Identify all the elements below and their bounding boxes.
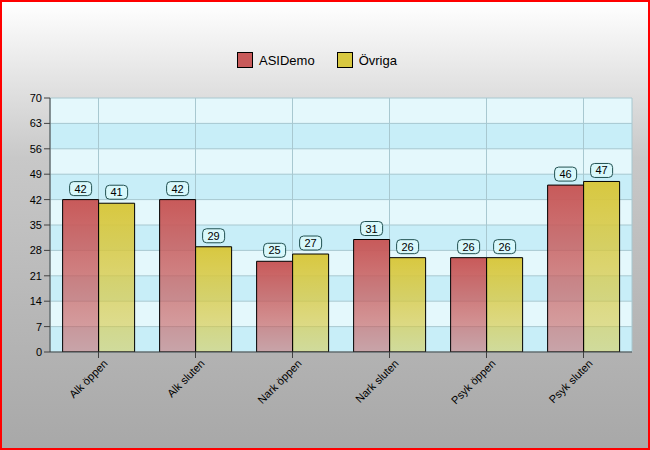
- svg-text:47: 47: [595, 164, 607, 176]
- svg-text:63: 63: [30, 117, 42, 129]
- svg-text:Psyk öppen: Psyk öppen: [449, 357, 498, 406]
- svg-text:56: 56: [30, 143, 42, 155]
- svg-text:25: 25: [268, 244, 280, 256]
- svg-text:35: 35: [30, 219, 42, 231]
- svg-text:46: 46: [559, 168, 571, 180]
- svg-text:14: 14: [30, 295, 42, 307]
- svg-text:26: 26: [462, 241, 474, 253]
- svg-text:21: 21: [30, 270, 42, 282]
- svg-text:26: 26: [498, 241, 510, 253]
- svg-text:7: 7: [36, 321, 42, 333]
- svg-text:Nark öppen: Nark öppen: [255, 357, 304, 406]
- svg-text:Alk sluten: Alk sluten: [165, 357, 207, 399]
- svg-text:42: 42: [30, 194, 42, 206]
- svg-text:42: 42: [171, 183, 183, 195]
- html-text:ASIDemo: ASIDemo: [259, 52, 315, 68]
- svg-text:31: 31: [365, 223, 377, 235]
- svg-text:0: 0: [36, 346, 42, 358]
- svg-text:26: 26: [401, 241, 413, 253]
- svg-text:42: 42: [74, 183, 86, 195]
- svg-text:Nark sluten: Nark sluten: [353, 357, 401, 405]
- svg-text:49: 49: [30, 168, 42, 180]
- svg-text:Alk öppen: Alk öppen: [67, 357, 110, 400]
- svg-text:28: 28: [30, 244, 42, 256]
- svg-text:70: 70: [30, 92, 42, 104]
- svg-text:27: 27: [304, 237, 316, 249]
- svg-text:29: 29: [207, 230, 219, 242]
- svg-text:41: 41: [110, 186, 122, 198]
- svg-text:Psyk sluten: Psyk sluten: [547, 357, 595, 405]
- html-text:Övriga: Övriga: [358, 52, 397, 68]
